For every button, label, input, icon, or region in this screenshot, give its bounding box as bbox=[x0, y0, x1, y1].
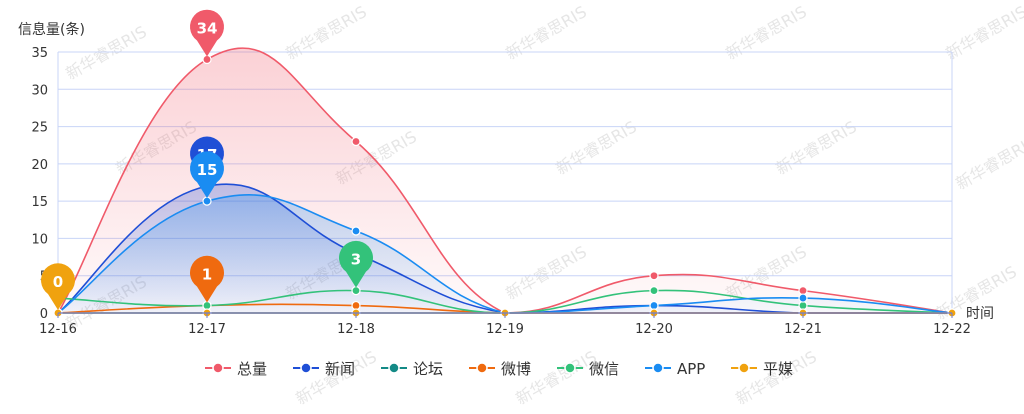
legend-label: 平媒 bbox=[763, 360, 793, 378]
marker-pin: 34 bbox=[190, 9, 224, 57]
marker-label: 3 bbox=[351, 251, 361, 269]
legend-label: 总量 bbox=[237, 360, 267, 378]
legend-marker bbox=[300, 362, 312, 374]
value-markers: 341715130 bbox=[41, 9, 373, 310]
watermark-text: 新华睿思RIS bbox=[503, 2, 590, 63]
legend-label: 新闻 bbox=[325, 360, 355, 378]
legend-item[interactable]: 平媒 bbox=[731, 360, 793, 378]
data-point bbox=[351, 286, 361, 296]
legend-item[interactable]: 论坛 bbox=[381, 360, 443, 378]
marker-label: 15 bbox=[197, 161, 218, 179]
data-point bbox=[202, 196, 212, 206]
marker-pin-shape bbox=[41, 263, 75, 310]
series-area bbox=[58, 194, 952, 313]
legend-marker bbox=[564, 362, 576, 374]
marker-pin: 3 bbox=[339, 240, 373, 288]
marker-pin-shape bbox=[190, 9, 224, 57]
marker-pin: 1 bbox=[189, 255, 224, 303]
legend-item[interactable]: 微博 bbox=[469, 360, 531, 378]
y-tick-label: 35 bbox=[31, 46, 48, 61]
marker-label: 34 bbox=[197, 19, 218, 37]
legend-label: 微博 bbox=[501, 360, 531, 378]
marker-pin-shape bbox=[339, 240, 373, 288]
legend-marker bbox=[738, 362, 750, 374]
marker-pin: 0 bbox=[41, 263, 75, 310]
legend-item[interactable]: 新闻 bbox=[293, 360, 355, 378]
y-tick-label: 10 bbox=[31, 232, 48, 247]
y-tick-label: 15 bbox=[31, 195, 48, 210]
data-point bbox=[649, 286, 659, 296]
legend-item[interactable]: 总量 bbox=[205, 360, 267, 378]
watermark-text: 新华睿思RIS bbox=[283, 2, 370, 63]
x-tick-label: 12-17 bbox=[188, 322, 226, 337]
data-point bbox=[202, 300, 212, 311]
y-tick-label: 0 bbox=[40, 307, 48, 322]
marker-pin-shape bbox=[189, 255, 224, 303]
watermark-text: 新华睿思RIS bbox=[953, 132, 1024, 193]
y-axis-title: 信息量(条) bbox=[18, 21, 85, 38]
legend-label: 论坛 bbox=[413, 360, 443, 378]
x-tick-label: 12-16 bbox=[39, 322, 77, 337]
x-axis-title: 时间 bbox=[966, 306, 994, 322]
legend-marker bbox=[652, 362, 664, 374]
legend-marker bbox=[212, 362, 224, 374]
y-tick-label: 30 bbox=[31, 83, 48, 98]
data-point bbox=[649, 271, 659, 281]
x-tick-label: 12-20 bbox=[635, 322, 673, 337]
y-tick-label: 20 bbox=[31, 158, 48, 173]
legend-marker bbox=[388, 362, 400, 374]
data-point bbox=[202, 54, 212, 65]
x-tick-label: 12-19 bbox=[486, 322, 524, 337]
x-tick-label: 12-22 bbox=[933, 322, 971, 337]
data-point bbox=[649, 300, 659, 311]
series-line bbox=[57, 47, 953, 314]
data-point bbox=[798, 300, 808, 311]
legend-label: 微信 bbox=[589, 360, 619, 378]
data-point bbox=[351, 300, 361, 311]
watermark-text: 新华睿思RIS bbox=[503, 242, 590, 303]
x-tick-label: 12-18 bbox=[337, 322, 375, 337]
data-point bbox=[798, 293, 808, 303]
data-point bbox=[798, 286, 808, 296]
data-point bbox=[351, 226, 361, 236]
marker-pin: 15 bbox=[190, 151, 224, 199]
legend-item[interactable]: APP bbox=[645, 360, 705, 378]
marker-label: 0 bbox=[53, 273, 63, 291]
legend: 总量 新闻 论坛 微博 微信 APP 平媒 bbox=[205, 360, 793, 378]
legend-item[interactable]: 微信 bbox=[557, 360, 619, 378]
legend-marker bbox=[476, 362, 488, 374]
data-point bbox=[351, 136, 361, 147]
marker-pin-shape bbox=[190, 151, 224, 199]
watermark-text: 新华睿思RIS bbox=[723, 2, 810, 63]
x-tick-label: 12-21 bbox=[784, 322, 822, 337]
watermark-text: 新华睿思RIS bbox=[943, 2, 1024, 63]
y-tick-label: 25 bbox=[31, 121, 48, 136]
series-areas bbox=[58, 48, 952, 313]
legend-label: APP bbox=[677, 360, 705, 378]
marker-label: 1 bbox=[202, 266, 212, 284]
